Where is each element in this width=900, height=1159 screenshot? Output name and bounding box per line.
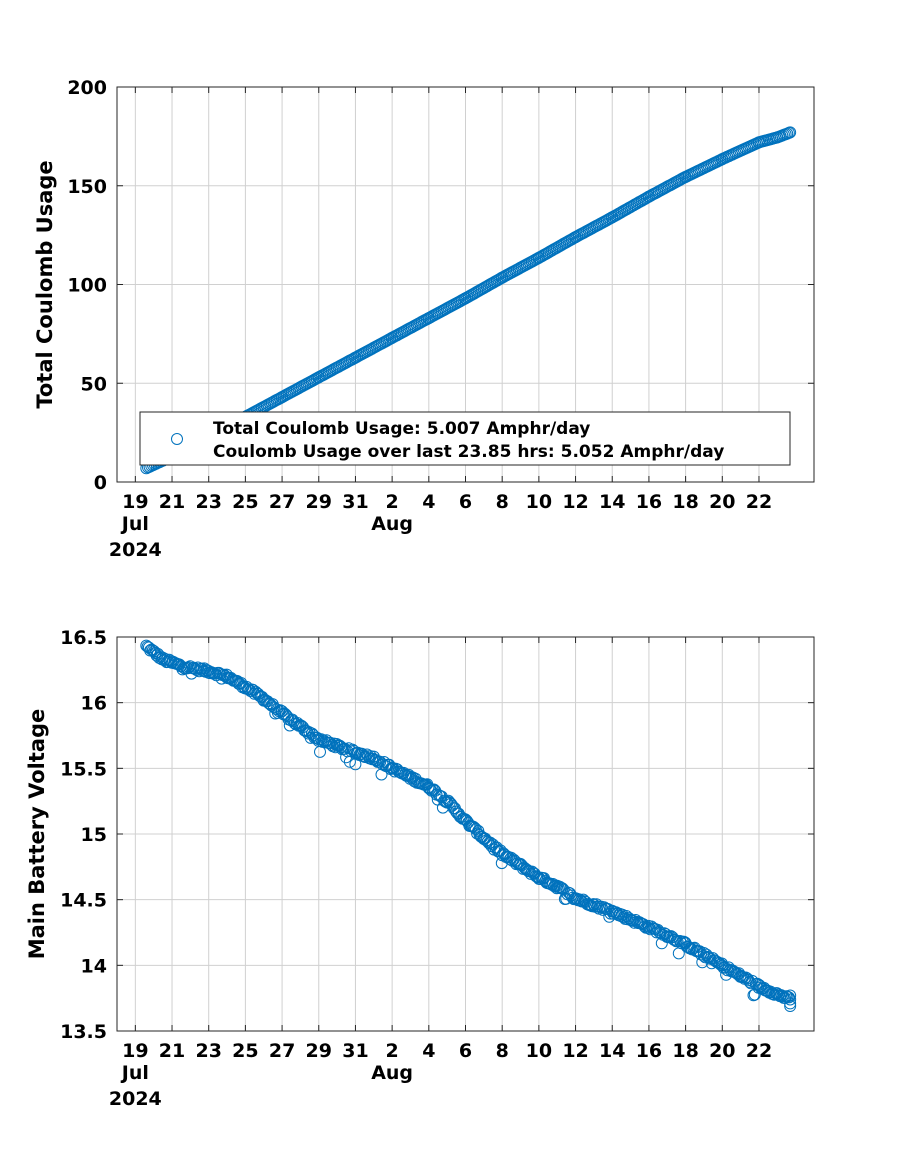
- legend-entry: Coulomb Usage over last 23.85 hrs: 5.052…: [213, 442, 724, 462]
- x-tick-label: 31: [342, 491, 368, 513]
- x-tick-label: 4: [422, 491, 435, 513]
- y-tick-label: 50: [81, 373, 107, 395]
- y-tick-label: 100: [67, 275, 107, 297]
- y-axis-label: Total Coulomb Usage: [33, 160, 57, 408]
- x-tick-label: 18: [672, 491, 698, 513]
- x-tick-label: 29: [306, 491, 332, 513]
- x-month-label: Jul: [120, 513, 149, 535]
- data-point: [784, 997, 797, 1010]
- data-point: [182, 661, 195, 674]
- y-axis-label: Main Battery Voltage: [25, 709, 49, 960]
- x-tick-label: 6: [459, 1040, 472, 1062]
- legend-box: [139, 411, 791, 466]
- x-tick-label: 21: [159, 491, 185, 513]
- x-tick-label: 19: [122, 1040, 148, 1062]
- data-series: [140, 639, 797, 1013]
- data-point: [642, 921, 655, 934]
- x-tick-label: 20: [709, 1040, 735, 1062]
- x-tick-label: 12: [562, 491, 588, 513]
- y-tick-label: 14: [81, 955, 107, 977]
- coulomb-usage-plot: 19 21 23 25 27 29 31 2 4 6 8 10 12 14 16 18 20 22 Jul Aug 20…: [33, 77, 815, 561]
- x-tick-label: 27: [269, 1040, 295, 1062]
- data-point: [784, 1000, 797, 1013]
- data-point: [314, 745, 326, 758]
- x-tick-label: 29: [306, 1040, 332, 1062]
- x-tick-label: 10: [526, 491, 552, 513]
- data-point: [784, 126, 797, 139]
- x-year-label: 2024: [109, 1088, 162, 1110]
- data-point: [700, 948, 713, 961]
- x-tick-label: 31: [342, 1040, 368, 1062]
- x-tick-label: 20: [709, 491, 735, 513]
- y-tick-label: 16.5: [60, 627, 107, 649]
- data-series: [140, 126, 797, 475]
- y-tick-label: 0: [94, 472, 107, 494]
- legend: Total Coulomb Usage: 5.007 Amphr/day Coul…: [139, 411, 791, 466]
- y-tick-label: 16: [81, 693, 107, 715]
- x-tick-label: 25: [232, 491, 258, 513]
- x-tick-label: 14: [599, 1040, 625, 1062]
- x-tick-label: 16: [636, 1040, 662, 1062]
- x-tick-label: 19: [122, 491, 148, 513]
- data-point: [325, 738, 338, 751]
- x-tick-label: 6: [459, 491, 472, 513]
- legend-marker: [171, 433, 183, 445]
- y-tick-label: 13.5: [60, 1021, 107, 1043]
- data-point: [734, 969, 747, 982]
- x-tick-label: 2: [386, 1040, 399, 1062]
- x-tick-label: 22: [746, 491, 772, 513]
- x-year-label: 2024: [109, 539, 162, 561]
- data-point: [776, 990, 789, 1003]
- x-tick-label: 4: [422, 1040, 435, 1062]
- data-point: [520, 863, 533, 876]
- x-tick-label: 21: [159, 1040, 185, 1062]
- data-point: [278, 707, 291, 720]
- y-tick-label: 14.5: [60, 890, 107, 912]
- data-point: [553, 880, 566, 893]
- data-point: [312, 733, 325, 746]
- data-point: [503, 853, 516, 866]
- x-tick-label: 25: [232, 1040, 258, 1062]
- y-tick-label: 15.5: [60, 758, 107, 780]
- y-tick-label: 200: [67, 77, 107, 99]
- x-tick-label: 8: [496, 1040, 509, 1062]
- x-tick-label: 23: [195, 1040, 221, 1062]
- y-tick-label: 150: [67, 176, 107, 198]
- x-tick-label: 8: [496, 491, 509, 513]
- x-month-label: Aug: [371, 513, 413, 535]
- data-point: [338, 742, 351, 755]
- data-point: [744, 977, 757, 990]
- legend-entry: Total Coulomb Usage: 5.007 Amphr/day: [213, 419, 590, 439]
- x-tick-label: 23: [195, 491, 221, 513]
- x-tick-label: 22: [746, 1040, 772, 1062]
- x-tick-label: 18: [672, 1040, 698, 1062]
- x-tick-label: 2: [386, 491, 399, 513]
- x-month-label: Jul: [120, 1062, 149, 1084]
- battery-voltage-plot: 19 21 23 25 27 29 31 2 4 6 8 10 12 14 16 18 20 22 Jul Aug 20…: [25, 627, 815, 1110]
- x-month-label: Aug: [371, 1062, 413, 1084]
- x-tick-label: 16: [636, 491, 662, 513]
- x-tick-label: 14: [599, 491, 625, 513]
- x-tick-label: 27: [269, 491, 295, 513]
- data-point: [784, 993, 797, 1006]
- x-tick-label: 10: [526, 1040, 552, 1062]
- data-point: [782, 991, 795, 1004]
- x-tick-label: 12: [562, 1040, 588, 1062]
- data-point: [290, 718, 303, 731]
- y-tick-label: 15: [81, 824, 107, 846]
